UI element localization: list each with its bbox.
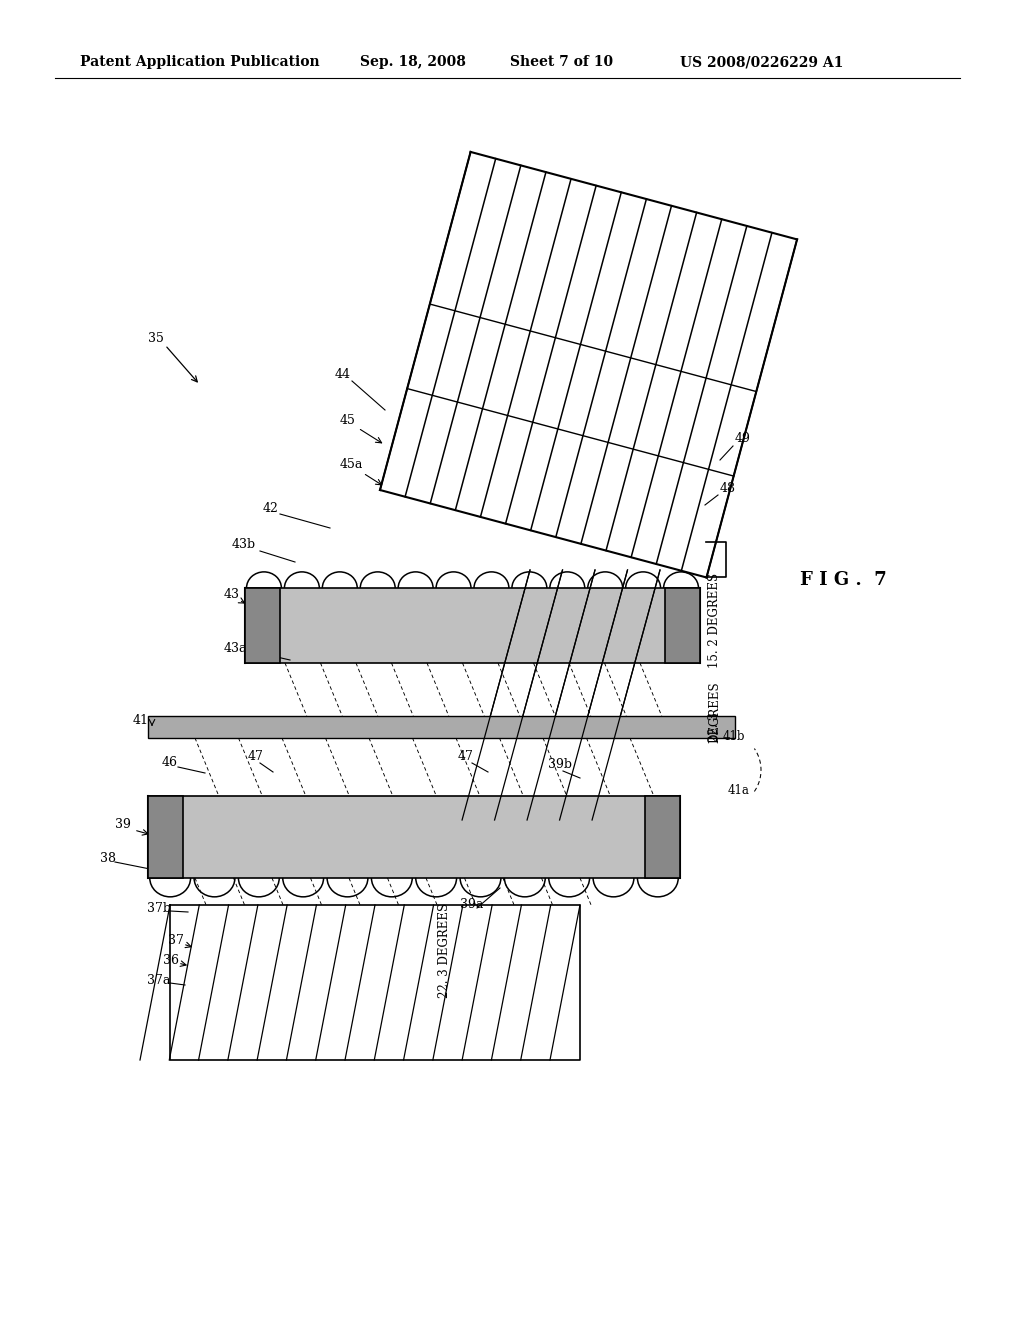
Text: Patent Application Publication: Patent Application Publication <box>80 55 319 69</box>
Text: 38: 38 <box>100 851 116 865</box>
Text: DEGREES: DEGREES <box>709 681 722 743</box>
Text: 39: 39 <box>115 818 131 832</box>
Text: 35: 35 <box>148 331 164 345</box>
Text: 41a: 41a <box>728 784 750 796</box>
Text: US 2008/0226229 A1: US 2008/0226229 A1 <box>680 55 844 69</box>
Text: 41b: 41b <box>723 730 745 743</box>
Bar <box>245 587 700 663</box>
Text: 41: 41 <box>133 714 150 726</box>
Text: 44: 44 <box>335 368 351 381</box>
Text: Sep. 18, 2008: Sep. 18, 2008 <box>360 55 466 69</box>
Text: 45: 45 <box>340 413 356 426</box>
Text: F I G .  7: F I G . 7 <box>800 572 887 589</box>
Bar <box>148 796 183 878</box>
Bar <box>665 587 700 663</box>
Text: 43: 43 <box>224 589 240 602</box>
Bar <box>148 715 735 738</box>
Text: Sheet 7 of 10: Sheet 7 of 10 <box>510 55 613 69</box>
Bar <box>645 796 680 878</box>
Text: 47: 47 <box>458 751 474 763</box>
Text: 15. 2 DEGREES: 15. 2 DEGREES <box>709 573 722 668</box>
Bar <box>245 587 280 663</box>
Text: 37a: 37a <box>147 974 170 986</box>
Text: 46: 46 <box>162 756 178 770</box>
Text: 42: 42 <box>263 502 279 515</box>
Text: 43b: 43b <box>232 539 256 552</box>
Text: 47: 47 <box>248 751 264 763</box>
Text: 49: 49 <box>735 432 751 445</box>
Text: 36: 36 <box>163 953 179 966</box>
Text: 22. 3: 22. 3 <box>709 711 722 742</box>
Text: 43a: 43a <box>224 642 248 655</box>
Text: 37b: 37b <box>147 902 171 915</box>
Bar <box>148 796 680 878</box>
Text: 37: 37 <box>168 933 184 946</box>
Text: 39b: 39b <box>548 759 572 771</box>
Text: 22. 3 DEGREES: 22. 3 DEGREES <box>438 903 452 998</box>
Text: 39a: 39a <box>460 899 483 912</box>
Text: 48: 48 <box>720 482 736 495</box>
Text: 45a: 45a <box>340 458 364 471</box>
